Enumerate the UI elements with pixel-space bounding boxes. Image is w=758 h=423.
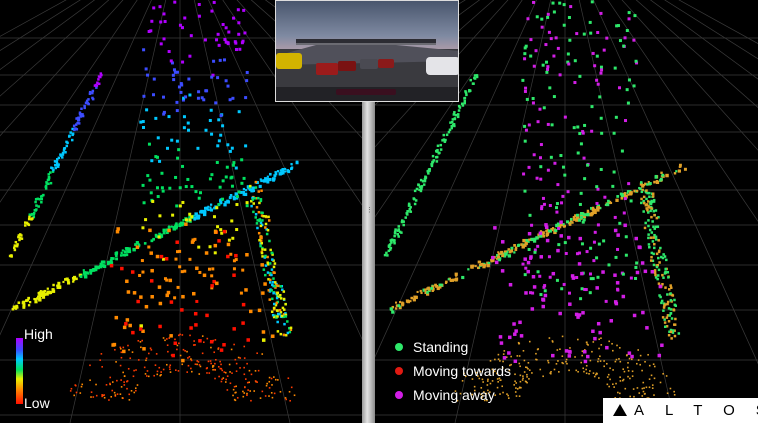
split-view-divider[interactable]: ⋮ [362,0,375,423]
legend-label: Moving away [413,387,495,403]
scale-low-label: Low [24,395,50,411]
standing-dot-icon [395,343,403,351]
radar-point-cloud-height [0,0,362,423]
motion-legend: Standing Moving towards Moving away [395,337,565,409]
moving-away-dot-icon [395,391,403,399]
height-gradient-bar [16,338,23,404]
brand-name: ALTOS [634,402,758,419]
drag-handle-icon[interactable]: ⋮ [366,207,373,214]
height-color-scale: High Low [10,326,100,412]
road-camera-image [276,39,458,101]
altos-logo: ALTOS [603,398,758,423]
moving-towards-dot-icon [395,367,403,375]
scale-high-label: High [24,326,53,342]
triangle-logo-icon [613,404,627,416]
legend-label: Moving towards [413,363,512,379]
legend-label: Standing [413,339,469,355]
camera-view-inset [275,0,459,102]
radar-point-cloud-motion [375,0,758,423]
legend-item-moving-towards: Moving towards [395,361,565,385]
legend-item-moving-away: Moving away [395,385,565,409]
legend-item-standing: Standing [395,337,565,361]
